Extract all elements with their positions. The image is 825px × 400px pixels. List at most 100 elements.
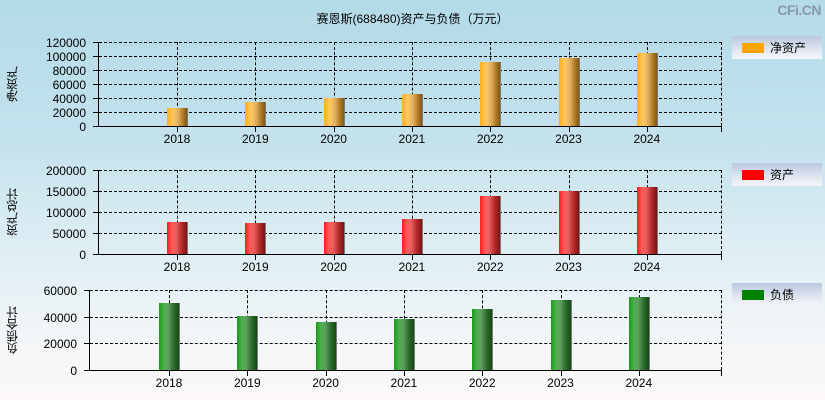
x-tick [568,127,570,132]
h-gridline [99,191,722,192]
y-tick-label: 20000 [43,337,77,352]
v-gridline [411,42,413,126]
x-tick-label: 2020 [320,260,347,274]
y-tick-label: 60000 [52,78,86,92]
h-gridline [90,316,722,318]
v-gridline [255,42,257,126]
y-tick-label: 0 [79,120,86,134]
bar-liabilities-2024 [628,297,649,370]
legend-swatch-red [742,169,764,180]
y-tick-label: 100000 [45,206,86,220]
h-gridline [99,56,722,57]
legend-total-assets: 资产 [732,163,822,186]
y-tick: 0 [79,249,98,261]
x-tick [721,127,722,132]
bar-total-assets-2022 [480,195,501,254]
y-tick: 0 [79,121,98,133]
y-tick: 0 [70,365,89,377]
x-tick [638,371,640,376]
legend-swatch-orange [742,42,764,53]
x-tick-label: 2022 [476,132,504,146]
y-tick: 20000 [53,107,98,119]
x-tick [721,255,722,260]
x-tick [490,127,492,132]
y-tick: 100000 [46,207,98,219]
x-tick-label: 2021 [398,132,426,146]
x-tick-label: 2018 [155,376,183,390]
x-tick-label: 2023 [555,132,582,146]
x-tick [568,255,570,260]
y-tick: 40000 [53,93,98,105]
v-gridline [177,42,178,126]
y-tick: 80000 [53,65,98,77]
y-tick-label: 40000 [43,310,77,325]
x-tick [169,371,170,376]
bar-liabilities-2018 [159,302,179,370]
x-tick [560,371,562,376]
y-tick-label: 150000 [45,185,86,199]
x-tick [482,371,484,376]
y-tick-label: 120000 [45,36,86,50]
plot-area-liabilities: 60000 40000 20000 0 2018 2019 2020 2021 2022 2023… [44,285,722,390]
bar-net-assets-2020 [323,98,344,126]
x-tick [255,255,257,260]
y-tick-label: 80000 [52,64,86,78]
x-tick [255,127,257,132]
y-tick-label: 200000 [45,164,86,178]
x-tick [333,127,335,132]
x-tick [411,127,413,132]
y-tick: 20000 [44,338,89,350]
x-tick [403,371,405,376]
y-tick: 60000 [44,285,89,297]
bar-liabilities-2021 [393,319,414,370]
y-tick: 60000 [53,79,98,91]
y-tick-label: 0 [79,248,86,262]
x-tick-label: 2019 [241,132,269,146]
bar-liabilities-2019 [237,315,258,370]
bar-net-assets-2022 [480,62,501,126]
bar-net-assets-2023 [558,58,579,126]
y-tick: 40000 [44,312,89,324]
h-gridline [99,70,722,71]
x-tick-label: 2021 [398,260,426,274]
x-tick-label: 2023 [547,376,574,390]
x-tick [333,255,335,260]
x-tick [721,371,722,376]
bar-total-assets-2018 [167,222,187,254]
y-axis-label-total-assets: 资产总计 [5,188,20,236]
bar-total-assets-2024 [636,186,657,254]
y-tick-label: 60000 [43,284,77,298]
bar-net-assets-2018 [167,108,187,126]
bar-net-assets-2019 [245,102,266,126]
y-tick-label: 20000 [52,106,86,120]
y-tick: 100000 [46,51,98,63]
chart-title: 赛恩斯(688480)资产与负债（万元） [316,12,509,26]
y-tick: 50000 [53,228,98,240]
x-tick-label: 2024 [625,376,653,390]
h-gridline [99,212,722,213]
h-gridline [99,84,722,85]
plot-area-net-assets: 120000 100000 80000 60000 40000 20000 0 2018 201… [46,37,722,146]
plot-area-total-assets: 200000 150000 100000 50000 0 2018 2019 2020 2021… [46,165,722,274]
x-tick-label: 2023 [555,260,582,274]
x-tick-label: 2022 [476,260,504,274]
v-gridline [177,170,178,254]
y-axis-label-liabilities: 负债合计 [5,306,20,354]
y-tick: 200000 [46,165,98,177]
x-tick [177,127,178,132]
legend-label: 负债 [770,288,795,302]
bar-liabilities-2020 [315,322,336,370]
x-tick-label: 2018 [163,132,191,146]
x-tick [646,127,648,132]
v-gridline [411,170,413,254]
x-tick-label: 2019 [241,260,269,274]
x-tick [325,371,327,376]
bar-liabilities-2022 [472,309,493,370]
y-axis-label-net-assets: 净资产 [5,66,20,102]
x-tick [247,371,249,376]
bar-liabilities-2023 [550,300,571,370]
x-tick-label: 2020 [320,132,347,146]
y-tick: 150000 [46,186,98,198]
bar-net-assets-2021 [401,94,422,126]
x-tick-label: 2021 [390,376,418,390]
